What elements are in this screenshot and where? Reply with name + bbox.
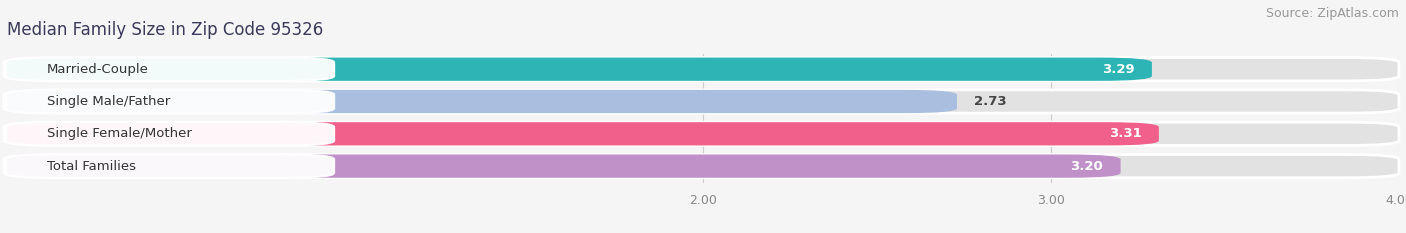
- FancyBboxPatch shape: [4, 122, 335, 145]
- FancyBboxPatch shape: [7, 154, 1399, 178]
- FancyBboxPatch shape: [7, 122, 1399, 145]
- Text: 2.73: 2.73: [974, 95, 1007, 108]
- Text: Married-Couple: Married-Couple: [46, 63, 149, 76]
- Text: Source: ZipAtlas.com: Source: ZipAtlas.com: [1265, 7, 1399, 20]
- Text: Total Families: Total Families: [46, 160, 136, 173]
- FancyBboxPatch shape: [7, 154, 1121, 178]
- Text: 3.29: 3.29: [1102, 63, 1135, 76]
- FancyBboxPatch shape: [4, 58, 335, 81]
- Text: Single Male/Father: Single Male/Father: [46, 95, 170, 108]
- FancyBboxPatch shape: [7, 122, 1159, 145]
- FancyBboxPatch shape: [7, 90, 1399, 113]
- Text: Median Family Size in Zip Code 95326: Median Family Size in Zip Code 95326: [7, 21, 323, 39]
- Text: Single Female/Mother: Single Female/Mother: [46, 127, 191, 140]
- FancyBboxPatch shape: [4, 154, 335, 178]
- Text: 3.20: 3.20: [1070, 160, 1104, 173]
- FancyBboxPatch shape: [4, 90, 335, 113]
- FancyBboxPatch shape: [7, 58, 1152, 81]
- FancyBboxPatch shape: [7, 90, 957, 113]
- Text: 3.31: 3.31: [1109, 127, 1142, 140]
- FancyBboxPatch shape: [7, 58, 1399, 81]
